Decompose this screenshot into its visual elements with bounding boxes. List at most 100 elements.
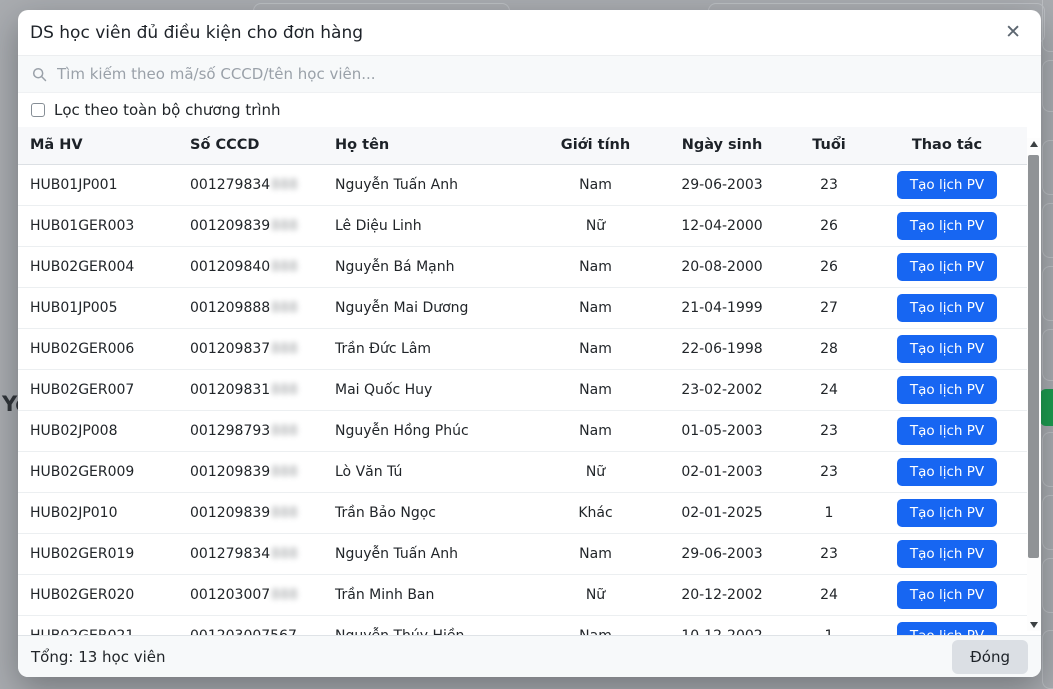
cccd-cell: 001279834888 [178,164,323,206]
birthdate-cell: 22-06-1998 [653,328,791,370]
age-cell: 23 [791,410,867,452]
full-name-cell: Trần Minh Ban [323,574,538,616]
create-interview-button[interactable]: Tạo lịch PV [896,170,998,199]
age-cell: 1 [791,492,867,534]
birthdate-cell: 02-01-2003 [653,451,791,493]
birthdate-cell: 02-01-2025 [653,492,791,534]
student-table-scroll: Mã HV Số CCCD Họ tên Giới tính Ngày sinh… [18,127,1027,635]
cccd-cell: 001203007888 [178,574,323,616]
table-scrollbar[interactable] [1027,138,1041,631]
full-name-cell: Nguyễn Hồng Phúc [323,410,538,452]
background-field-outline [1042,266,1053,321]
full-name-cell: Mai Quốc Huy [323,369,538,411]
table-row: HUB02JP010 001209839888 Trần Bảo Ngọc Kh… [18,492,1027,534]
cccd-blurred-digits: 888 [271,340,298,357]
student-list-modal: DS học viên đủ điều kiện cho đơn hàng ✕ … [18,10,1041,677]
background-field-outline [1042,0,1053,52]
gender-cell: Nam [538,246,653,288]
student-id-cell: HUB01JP001 [18,164,178,206]
gender-cell: Nam [538,410,653,452]
create-interview-button[interactable]: Tạo lịch PV [896,621,998,635]
cccd-cell: 001209888888 [178,287,323,329]
background-field-outline [1042,495,1053,550]
action-cell: Tạo lịch PV [867,369,1027,411]
scrollbar-down-arrow-icon[interactable] [1027,619,1041,631]
cccd-cell: 001279834888 [178,533,323,575]
cccd-blurred-digits: 888 [271,586,298,603]
student-id-cell: HUB02GER020 [18,574,178,616]
student-id-cell: HUB02GER021 [18,615,178,635]
table-row: HUB02GER019 001279834888 Nguyễn Tuấn Anh… [18,533,1027,575]
create-interview-button[interactable]: Tạo lịch PV [896,334,998,363]
full-name-cell: Nguyễn Tuấn Anh [323,533,538,575]
table-row: HUB02GER006 001209837888 Trần Đức Lâm Na… [18,328,1027,370]
create-interview-button[interactable]: Tạo lịch PV [896,375,998,404]
column-header-ngay-sinh: Ngày sinh [653,127,791,165]
student-table-area: Mã HV Số CCCD Họ tên Giới tính Ngày sinh… [18,127,1041,635]
create-interview-button[interactable]: Tạo lịch PV [896,580,998,609]
birthdate-cell: 21-04-1999 [653,287,791,329]
age-cell: 28 [791,328,867,370]
scrollbar-up-arrow-icon[interactable] [1027,138,1041,150]
create-interview-button[interactable]: Tạo lịch PV [896,457,998,486]
action-cell: Tạo lịch PV [867,287,1027,329]
full-name-cell: Trần Bảo Ngọc [323,492,538,534]
column-header-tuoi: Tuổi [791,127,867,165]
close-modal-button[interactable]: Đóng [952,639,1028,674]
birthdate-cell: 29-06-2003 [653,164,791,206]
action-cell: Tạo lịch PV [867,451,1027,493]
action-cell: Tạo lịch PV [867,615,1027,635]
create-interview-button[interactable]: Tạo lịch PV [896,498,998,527]
cccd-blurred-digits: 888 [271,258,298,275]
background-field-outline [1042,60,1053,112]
filter-checkbox[interactable] [31,103,45,117]
age-cell: 24 [791,574,867,616]
action-cell: Tạo lịch PV [867,574,1027,616]
filter-checkbox-label: Lọc theo toàn bộ chương trình [54,101,281,119]
birthdate-cell: 20-08-2000 [653,246,791,288]
cccd-cell: 001298793888 [178,410,323,452]
birthdate-cell: 29-06-2003 [653,533,791,575]
table-header-row: Mã HV Số CCCD Họ tên Giới tính Ngày sinh… [18,127,1027,165]
cccd-cell: 001209839888 [178,451,323,493]
action-cell: Tạo lịch PV [867,246,1027,288]
table-row: HUB02GER020 001203007888 Trần Minh Ban N… [18,574,1027,616]
student-id-cell: HUB02JP008 [18,410,178,452]
background-field-outline [1042,329,1053,381]
gender-cell: Nữ [538,574,653,616]
cccd-blurred-digits: 888 [271,545,298,562]
cccd-blurred-digits: 888 [271,299,298,316]
gender-cell: Nam [538,369,653,411]
column-header-cccd: Số CCCD [178,127,323,165]
table-row: HUB02GER009 001209839888 Lò Văn Tú Nữ 02… [18,451,1027,493]
cccd-cell: 001203007567888 [178,615,323,635]
background-field-outline [1042,432,1053,487]
create-interview-button[interactable]: Tạo lịch PV [896,293,998,322]
create-interview-button[interactable]: Tạo lịch PV [896,211,998,240]
search-input[interactable] [57,65,1027,83]
cccd-cell: 001209839888 [178,205,323,247]
full-name-cell: Nguyễn Tuấn Anh [323,164,538,206]
student-id-cell: HUB02GER004 [18,246,178,288]
action-cell: Tạo lịch PV [867,164,1027,206]
background-field-outline [1042,630,1053,689]
student-id-cell: HUB01JP005 [18,287,178,329]
age-cell: 1 [791,615,867,635]
create-interview-button[interactable]: Tạo lịch PV [896,539,998,568]
cccd-cell: 001209839888 [178,492,323,534]
full-name-cell: Nguyễn Mai Dương [323,287,538,329]
gender-cell: Nam [538,615,653,635]
age-cell: 24 [791,369,867,411]
age-cell: 26 [791,205,867,247]
scrollbar-thumb[interactable] [1028,155,1039,558]
create-interview-button[interactable]: Tạo lịch PV [896,252,998,281]
cccd-cell: 001209831888 [178,369,323,411]
gender-cell: Nam [538,328,653,370]
create-interview-button[interactable]: Tạo lịch PV [896,416,998,445]
total-count-label: Tổng: 13 học viên [31,647,166,666]
full-name-cell: Lò Văn Tú [323,451,538,493]
student-id-cell: HUB01GER003 [18,205,178,247]
student-id-cell: HUB02GER006 [18,328,178,370]
close-icon[interactable]: ✕ [1005,21,1021,43]
age-cell: 27 [791,287,867,329]
